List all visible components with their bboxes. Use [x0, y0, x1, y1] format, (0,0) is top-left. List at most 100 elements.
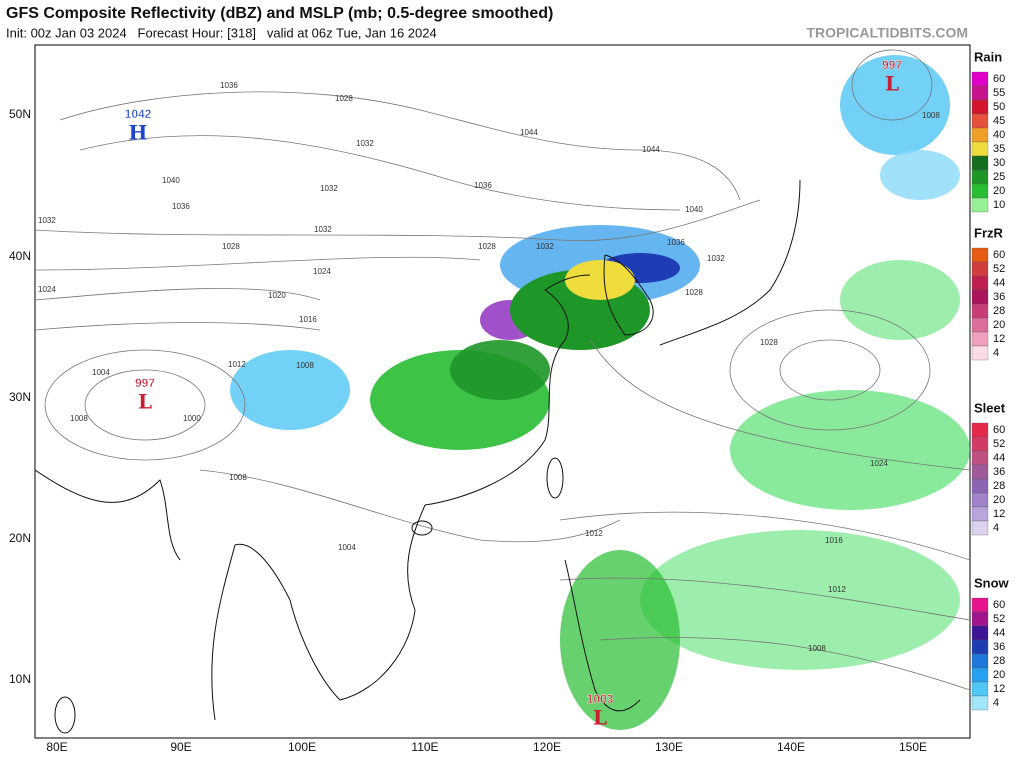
colorbar-label: 35 [993, 143, 1005, 155]
colorbar-swatch [971, 141, 989, 157]
colorbar-swatch [971, 597, 989, 613]
colorbar-swatch [971, 478, 989, 494]
colorbar-label: 50 [993, 101, 1005, 113]
colorbar-swatch [971, 99, 989, 115]
isobar-label: 1016 [825, 536, 843, 545]
colorbar-swatch [971, 331, 989, 347]
colorbar-label: 36 [993, 291, 1005, 303]
colorbar-label: 28 [993, 305, 1005, 317]
isobar-label: 1008 [229, 473, 247, 482]
lat-label: 20N [9, 531, 31, 545]
isobar-label: 1028 [335, 94, 353, 103]
colorbar-label: 44 [993, 627, 1005, 639]
isobar-label: 1028 [478, 242, 496, 251]
colorbar-label: 12 [993, 508, 1005, 520]
center-value: 1042 [125, 107, 152, 121]
colorbar-label: 28 [993, 480, 1005, 492]
isobar-label: 1032 [314, 225, 332, 234]
isobar-label: 1012 [828, 585, 846, 594]
colorbar-swatch [971, 681, 989, 697]
center-value: 997 [135, 376, 155, 390]
colorbar-label: 44 [993, 452, 1005, 464]
colorbar-label: 12 [993, 333, 1005, 345]
colorbar-swatch [971, 506, 989, 522]
colorbar-swatch [971, 155, 989, 171]
title: GFS Composite Reflectivity (dBZ) and MSL… [6, 5, 553, 22]
colorbar-label: 20 [993, 669, 1005, 681]
isobar-label: 1004 [92, 368, 110, 377]
colorbar-label: 10 [993, 199, 1005, 211]
colorbar-swatch [971, 197, 989, 213]
colorbar-swatch [971, 422, 989, 438]
colorbar-title: Snow [974, 575, 1010, 590]
colorbar-swatch [971, 127, 989, 143]
colorbar-swatch [971, 639, 989, 655]
colorbar-swatch [971, 450, 989, 466]
colorbar-title: Rain [974, 49, 1002, 64]
colorbar-swatch [971, 625, 989, 641]
lon-label: 140E [777, 740, 805, 754]
colorbar-swatch [971, 611, 989, 627]
center-letter: H [129, 121, 148, 145]
colorbar-label: 28 [993, 655, 1005, 667]
isobar-label: 1044 [642, 145, 660, 154]
isobar-label: 1012 [228, 360, 246, 369]
colorbar-label: 4 [993, 347, 999, 359]
colorbar-swatch [971, 520, 989, 536]
colorbar-swatch [971, 653, 989, 669]
lon-label: 80E [46, 740, 67, 754]
lat-label: 50N [9, 107, 31, 121]
precipitation [230, 55, 970, 730]
colorbar-swatch [971, 289, 989, 305]
lon-label: 110E [411, 740, 438, 754]
center-letter: L [593, 706, 607, 730]
isobar-label: 1016 [299, 315, 317, 324]
colorbar-label: 55 [993, 87, 1005, 99]
lon-label: 150E [899, 740, 927, 754]
colorbars: Rain60555045403530252010FrzR605244362820… [971, 49, 1010, 711]
colorbar-label: 52 [993, 263, 1005, 275]
source: TROPICALTIDBITS.COM [806, 25, 968, 41]
isobar-label: 1008 [922, 111, 940, 120]
colorbar-label: 20 [993, 319, 1005, 331]
isobar-labels: 1036 1028 1032 1032 1040 1036 1032 1024 1028 1020… [38, 81, 940, 653]
isobar-label: 1036 [474, 181, 492, 190]
colorbar-label: 36 [993, 641, 1005, 653]
isobar-label: 1012 [585, 529, 603, 538]
lat-label: 10N [9, 672, 31, 686]
isobar-label: 1008 [296, 361, 314, 370]
colorbar-swatch [971, 464, 989, 480]
lat-label: 30N [9, 390, 31, 404]
lon-label: 100E [288, 740, 316, 754]
colorbar-label: 20 [993, 494, 1005, 506]
colorbar-label: 4 [993, 697, 999, 709]
colorbar-label: 4 [993, 522, 999, 534]
colorbar-label: 40 [993, 129, 1005, 141]
lat-label: 40N [9, 249, 31, 263]
isobar-label: 1028 [222, 242, 240, 251]
colorbar-label: 20 [993, 185, 1005, 197]
lon-label: 90E [170, 740, 191, 754]
colorbar-swatch [971, 169, 989, 185]
isobar-label: 1024 [870, 459, 888, 468]
colorbar-swatch [971, 113, 989, 129]
colorbar-swatch [971, 345, 989, 361]
colorbar-swatch [971, 275, 989, 291]
colorbar-swatch [971, 71, 989, 87]
isobar-label: 1020 [268, 291, 286, 300]
isobar-label: 1040 [162, 176, 180, 185]
colorbar-label: 52 [993, 438, 1005, 450]
colorbar-title: FrzR [974, 225, 1004, 240]
center-value: 1003 [587, 692, 614, 706]
isobar-label: 1036 [220, 81, 238, 90]
colorbar-label: 12 [993, 683, 1005, 695]
isobar-label: 1024 [313, 267, 331, 276]
colorbar-label: 44 [993, 277, 1005, 289]
subtitle: Init: 00z Jan 03 2024 Forecast Hour: [31… [6, 25, 437, 40]
center-value: 997 [882, 58, 902, 72]
colorbar-label: 60 [993, 424, 1005, 436]
colorbar-swatch [971, 667, 989, 683]
isobar-label: 1036 [667, 238, 685, 247]
isobar-label: 1008 [808, 644, 826, 653]
